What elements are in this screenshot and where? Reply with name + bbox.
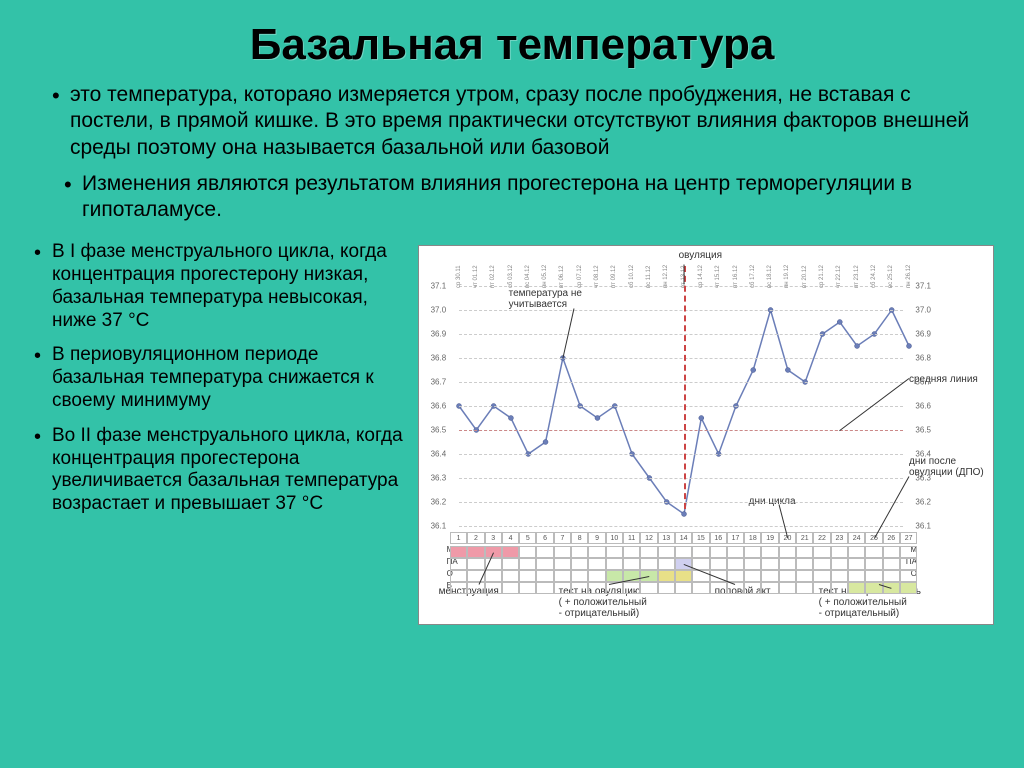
intro-bullet-2: Изменения являются результатом влияния п… (82, 171, 974, 224)
intro-bullet-1: это температура, котораяо измеряется утр… (70, 82, 974, 161)
annot-ovulation: овуляция (679, 250, 722, 261)
bbt-chart: овуляция температура не учитывается сред… (418, 245, 994, 625)
lower-section: В I фазе менструального цикла, когда кон… (30, 233, 994, 625)
phase-bullet-3: Во II фазе менструального цикла, когда к… (52, 425, 410, 516)
left-column: В I фазе менструального цикла, когда кон… (30, 233, 418, 625)
phase-bullet-1: В I фазе менструального цикла, когда кон… (52, 241, 410, 332)
phase-bullet-2: В периовуляционном периоде базальная тем… (52, 344, 410, 412)
page-title: Базальная температура (30, 20, 994, 70)
